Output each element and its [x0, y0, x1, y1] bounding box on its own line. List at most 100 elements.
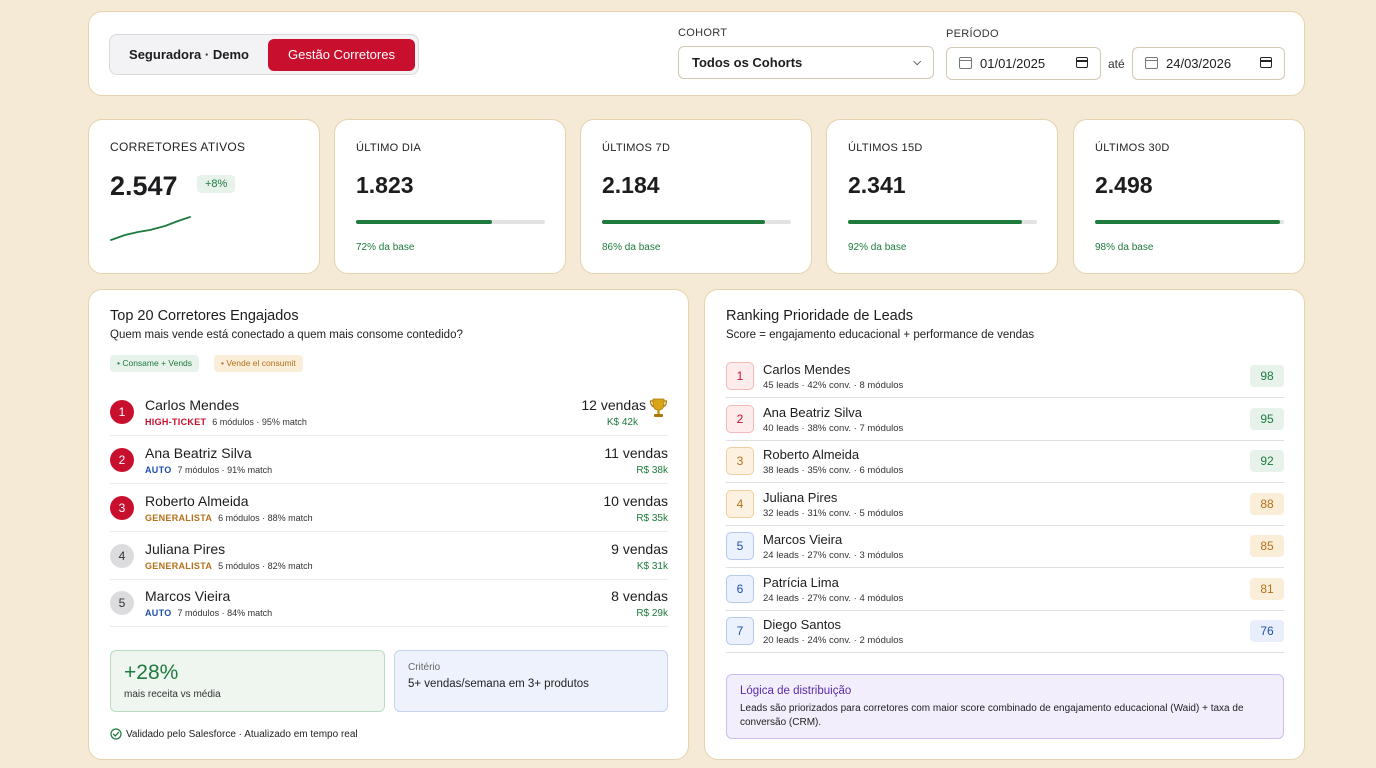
broker-name: Ana Beatriz Silva	[145, 445, 252, 461]
sales-count: 12 vendas	[581, 397, 646, 413]
score-badge: 85	[1250, 535, 1284, 557]
list-item[interactable]: 2 Ana Beatriz Silva 40 leads · 38% conv.…	[726, 398, 1284, 441]
validation-note: Validado pelo Salesforce · Atualizado em…	[110, 728, 358, 740]
kpi-label: ÚLTIMOS 7D	[602, 142, 671, 154]
rank-badge: 6	[726, 575, 754, 603]
list-item[interactable]: 5 Marcos Vieira 24 leads · 27% conv. · 3…	[726, 525, 1284, 568]
broker-stats: 5 módulos · 82% match	[218, 561, 313, 571]
score-badge: 92	[1250, 450, 1284, 472]
lead-priority-panel: Ranking Prioridade de Leads Score = enga…	[704, 289, 1305, 760]
broker-name: Juliana Pires	[145, 541, 226, 557]
kpi-label: CORRETORES ATIVOS	[110, 140, 246, 154]
broker-name: Roberto Almeida	[763, 447, 860, 462]
broker-stats: 45 leads · 42% conv. · 8 módulos	[763, 380, 904, 391]
kpi-value: 1.823	[356, 172, 414, 198]
progress-track	[848, 220, 1037, 224]
sales-amount: R$ 38k	[636, 465, 668, 476]
sales-amount: K$ 42k	[606, 417, 638, 428]
broker-name: Roberto Almeida	[145, 493, 249, 509]
segment-tag: HIGH-TICKET	[145, 417, 207, 427]
broker-meta: GENERALISTA 5 módulos · 82% match	[145, 561, 313, 571]
segment-tag: GENERALISTA	[145, 561, 213, 571]
score-badge: 98	[1250, 365, 1284, 387]
distribution-logic-box: Lógica de distribuição Leads são prioriz…	[726, 674, 1284, 739]
rank-badge: 1	[726, 362, 754, 390]
revenue-highlight: +28% mais receita vs média	[110, 650, 385, 712]
progress-fill	[356, 220, 493, 224]
date-to-value: 24/03/2026	[1166, 56, 1232, 71]
cohort-select[interactable]: Todos os Cohorts ⌵	[678, 46, 934, 79]
broker-stats: 24 leads · 27% conv. · 4 módulos	[763, 593, 904, 604]
kpi-card-corretores-ativos: CORRETORES ATIVOS 2.547 +8%	[88, 119, 320, 274]
progress-track	[1095, 220, 1284, 224]
segment-seguradora-demo[interactable]: Seguradora · Demo	[129, 47, 249, 62]
broker-meta: AUTO 7 módulos · 91% match	[145, 465, 272, 475]
trend-sparkline	[110, 216, 191, 241]
list-item[interactable]: 7 Diego Santos 20 leads · 24% conv. · 2 …	[726, 610, 1284, 653]
table-row[interactable]: 2 Ana Beatriz Silva AUTO 7 módulos · 91% …	[110, 437, 668, 484]
broker-name: Ana Beatriz Silva	[763, 405, 862, 420]
score-badge: 88	[1250, 493, 1284, 515]
cohort-value: Todos os Cohorts	[692, 55, 803, 70]
table-row[interactable]: 4 Juliana Pires GENERALISTA 5 módulos · 8…	[110, 533, 668, 580]
kpi-value: 2.341	[848, 172, 906, 198]
cohort-label: COHORT	[678, 27, 728, 39]
legend-chip-vende-consome: • Vende el consumit	[214, 355, 303, 372]
progress-fill	[1095, 220, 1281, 224]
date-from-value: 01/01/2025	[980, 56, 1046, 71]
progress-track	[356, 220, 545, 224]
date-to-input[interactable]: 24/03/2026	[1132, 47, 1285, 80]
kpi-value: 2.498	[1095, 172, 1153, 198]
rank-badge: 5	[110, 591, 134, 615]
date-from-input[interactable]: 01/01/2025	[946, 47, 1101, 80]
table-row[interactable]: 3 Roberto Almeida GENERALISTA 6 módulos ·…	[110, 485, 668, 532]
calendar-picker-icon[interactable]	[1260, 57, 1272, 68]
broker-stats: 7 módulos · 84% match	[177, 608, 273, 618]
sales-amount: R$ 29k	[636, 608, 668, 619]
rank-badge: 3	[726, 447, 754, 475]
list-item[interactable]: 6 Patrícia Lima 24 leads · 27% conv. · 4…	[726, 568, 1284, 611]
criteria-value: 5+ vendas/semana em 3+ produtos	[408, 678, 589, 690]
sales-count: 11 vendas	[604, 445, 668, 461]
rank-badge: 7	[726, 617, 754, 645]
calendar-icon	[1145, 57, 1158, 69]
broker-stats: 32 leads · 31% conv. · 5 módulos	[763, 508, 904, 519]
rank-badge: 4	[110, 544, 134, 568]
score-badge: 76	[1250, 620, 1284, 642]
broker-stats: 20 leads · 24% conv. · 2 módulos	[763, 635, 904, 646]
broker-meta: HIGH-TICKET 6 módulos · 95% match	[145, 417, 307, 427]
kpi-note: 86% da base	[602, 242, 661, 253]
table-row[interactable]: 5 Marcos Vieira AUTO 7 módulos · 84% matc…	[110, 580, 668, 627]
list-item[interactable]: 1 Carlos Mendes 45 leads · 42% conv. · 8…	[726, 355, 1284, 398]
panel-subtitle: Quem mais vende está conectado a quem ma…	[110, 329, 463, 341]
list-item[interactable]: 4 Juliana Pires 32 leads · 31% conv. · 5…	[726, 483, 1284, 526]
segment-gestao-corretores[interactable]: Gestão Corretores	[268, 39, 415, 71]
check-circle-icon	[110, 728, 122, 740]
filter-bar: Seguradora · Demo Gestão Corretores COHO…	[88, 11, 1305, 96]
progress-track	[602, 220, 791, 224]
progress-fill	[848, 220, 1022, 224]
chevron-down-icon: ⌵	[913, 57, 921, 68]
highlight-value: +28%	[124, 661, 179, 684]
rank-badge: 2	[110, 448, 134, 472]
segment-tag: AUTO	[145, 465, 172, 475]
table-row[interactable]: 1 Carlos Mendes HIGH-TICKET 6 módulos · 9…	[110, 389, 668, 436]
broker-stats: 40 leads · 38% conv. · 7 módulos	[763, 423, 904, 434]
segment-tag: GENERALISTA	[145, 513, 213, 523]
kpi-label: ÚLTIMO DIA	[356, 142, 422, 154]
broker-meta: AUTO 7 módulos · 84% match	[145, 608, 272, 618]
legend-chip-consome-vende: • Consame + Vends	[110, 355, 200, 372]
list-item[interactable]: 3 Roberto Almeida 38 leads · 35% conv. ·…	[726, 440, 1284, 483]
panel-title: Top 20 Corretores Engajados	[110, 308, 299, 324]
broker-name: Juliana Pires	[763, 490, 838, 505]
kpi-label: ÚLTIMOS 15D	[848, 142, 923, 154]
view-switcher: Seguradora · Demo Gestão Corretores	[109, 34, 419, 75]
date-range-separator: até	[1108, 57, 1125, 71]
criteria-box: Critério 5+ vendas/semana em 3+ produtos	[394, 650, 668, 712]
score-badge: 81	[1250, 578, 1284, 600]
kpi-note: 72% da base	[356, 242, 415, 253]
calendar-picker-icon[interactable]	[1076, 57, 1088, 68]
segment-tag: AUTO	[145, 608, 172, 618]
rank-badge: 2	[726, 405, 754, 433]
highlight-caption: mais receita vs média	[124, 689, 221, 700]
